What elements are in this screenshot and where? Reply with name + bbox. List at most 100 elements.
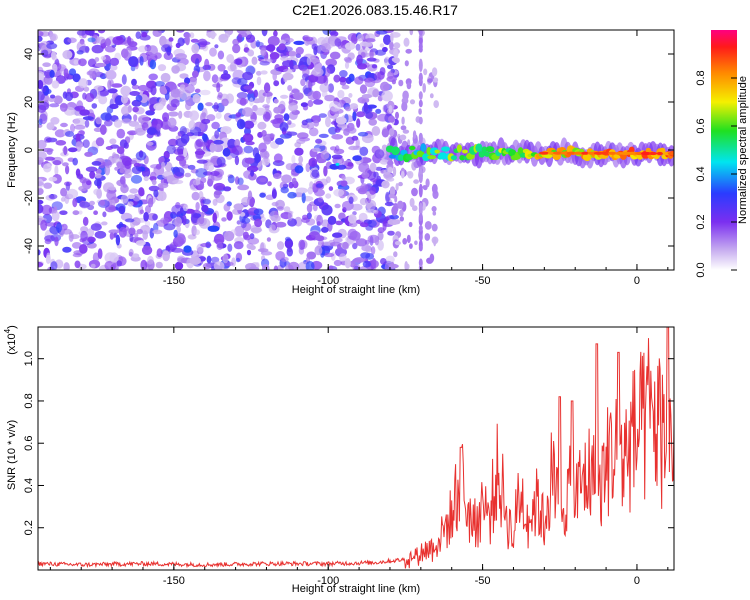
noise-cell [333, 259, 342, 267]
noise-cell [86, 228, 95, 237]
signal-cell [426, 147, 432, 156]
noise-cell [236, 119, 246, 130]
noise-cell [52, 160, 62, 166]
noise-cell [207, 174, 215, 184]
noise-cell [271, 189, 277, 199]
noise-cell [261, 30, 268, 37]
noise-cell [44, 156, 56, 161]
noise-cell [121, 105, 130, 116]
noise-cell [380, 258, 387, 265]
noise-cell [116, 146, 125, 155]
noise-cell [38, 104, 47, 113]
noise-cell [269, 224, 276, 232]
noise-cell [379, 43, 385, 48]
noise-cell [206, 114, 216, 122]
noise-cell [197, 102, 204, 112]
noise-cell [344, 42, 356, 50]
noise-cell [133, 162, 141, 168]
colorbar-axis: 0.0 0.2 0.4 0.6 0.8 [695, 70, 737, 278]
noise-cell [152, 213, 158, 221]
noise-cell [357, 96, 370, 104]
colorbar-tick-label: 0.0 [695, 262, 707, 277]
noise-cell [291, 177, 297, 185]
noise-cell [256, 76, 262, 86]
noise-cell [260, 47, 267, 57]
noise-cell [183, 147, 188, 158]
noise-cell [216, 156, 226, 167]
noise-cell [212, 198, 218, 206]
noise-cell [386, 76, 398, 82]
noise-cell [311, 160, 316, 167]
noise-cell [354, 76, 364, 85]
noise-cell [38, 35, 43, 42]
noise-cell [72, 198, 78, 208]
signal-peak-cell [581, 151, 589, 155]
noise-cell [250, 170, 255, 177]
noise-cell [423, 68, 428, 76]
noise-cell [171, 204, 184, 216]
noise-cell [234, 139, 241, 148]
noise-cell [249, 97, 254, 106]
noise-cell [151, 179, 157, 186]
noise-cell [97, 248, 103, 260]
signal-cell [388, 154, 397, 159]
noise-cell [406, 82, 412, 90]
x-tick-label: -100 [317, 575, 339, 587]
noise-cell [432, 211, 437, 216]
noise-cell [429, 93, 434, 99]
noise-cell [187, 164, 196, 170]
noise-cell [176, 30, 185, 33]
noise-cell [355, 238, 368, 247]
noise-cell [107, 186, 116, 191]
snr-x-label: Height of straight line (km) [292, 583, 420, 595]
noise-cell [300, 78, 306, 87]
signal-cell [475, 143, 483, 153]
noise-cell [155, 163, 162, 170]
noise-cell [399, 209, 404, 217]
noise-cell [168, 37, 174, 42]
noise-cell [418, 58, 423, 72]
noise-cell [195, 201, 200, 211]
noise-cell [84, 119, 90, 128]
noise-cell [392, 166, 397, 177]
noise-cell [226, 211, 233, 221]
noise-cell [391, 205, 398, 216]
noise-cell [62, 50, 73, 60]
noise-cell [317, 196, 324, 203]
noise-cell [41, 204, 53, 216]
noise-cell [309, 181, 314, 189]
noise-cell [48, 194, 58, 200]
colorbar: 0.0 0.2 0.4 0.6 0.8 Normalized spectral ampl… [695, 30, 749, 278]
noise-cell [375, 108, 382, 114]
noise-cell [63, 68, 69, 78]
noise-cell [90, 223, 102, 231]
noise-cell [201, 118, 211, 125]
noise-cell [359, 222, 369, 228]
noise-cell [63, 262, 70, 270]
noise-cell [120, 85, 132, 97]
noise-cell [243, 120, 255, 129]
noise-cell [311, 67, 324, 77]
noise-cell [78, 58, 87, 67]
noise-cell [38, 72, 44, 82]
noise-cell [237, 78, 248, 86]
noise-cell [331, 154, 343, 160]
noise-cell [220, 73, 231, 80]
noise-cell [166, 144, 176, 155]
noise-cell [418, 116, 423, 125]
noise-cell [356, 54, 363, 66]
noise-cell [226, 54, 235, 63]
noise-cell [141, 245, 153, 255]
noise-cell [310, 54, 316, 60]
noise-cell [325, 116, 331, 128]
noise-cell [425, 178, 430, 188]
noise-cell [217, 50, 225, 60]
noise-cell [370, 246, 376, 255]
noise-cell [352, 155, 362, 162]
noise-cell [214, 44, 219, 49]
noise-cell [149, 59, 157, 70]
noise-cell [401, 101, 408, 112]
noise-cell [236, 92, 248, 99]
noise-cell [167, 138, 179, 147]
noise-cell [222, 147, 231, 157]
